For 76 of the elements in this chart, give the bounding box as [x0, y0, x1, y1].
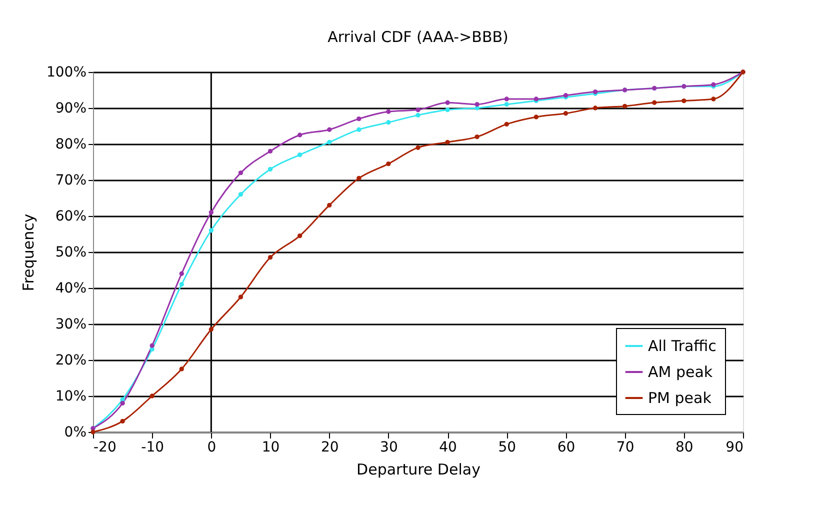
y-tick-label: 70% [55, 172, 86, 188]
point [297, 233, 302, 238]
point [504, 122, 509, 127]
x-tick-label: 50 [498, 440, 516, 456]
point [150, 343, 154, 348]
y-tick-label: 50% [55, 244, 86, 260]
point [622, 104, 628, 109]
x-tick-label: -10 [141, 440, 164, 456]
point [356, 116, 362, 122]
point [268, 148, 273, 154]
point [327, 127, 332, 132]
x-axis-title: Departure Delay [356, 460, 481, 478]
x-tick-label: 30 [380, 440, 398, 456]
point [416, 112, 420, 118]
y-tick-label: 40% [55, 280, 86, 296]
y-tick-label: 60% [55, 208, 86, 224]
y-tick-label: 10% [55, 388, 86, 404]
point [682, 98, 686, 104]
x-tick-label: 90 [726, 440, 744, 456]
point [356, 176, 362, 181]
y-tick-label: 20% [55, 352, 86, 368]
point [327, 202, 332, 208]
y-tick-label: 90% [55, 100, 86, 116]
point [445, 140, 450, 145]
point [179, 271, 184, 276]
legend-label: PM peak [648, 389, 712, 407]
point [504, 96, 509, 102]
y-tick-label: 80% [55, 136, 86, 152]
point [179, 282, 184, 287]
x-tick-label: 10 [262, 440, 280, 456]
point [416, 107, 420, 112]
point [179, 366, 184, 372]
point [445, 100, 450, 105]
point [208, 210, 214, 215]
point [474, 134, 480, 140]
point [563, 111, 568, 116]
y-tick-label: 0% [64, 424, 86, 440]
point [652, 100, 657, 105]
point [356, 127, 362, 132]
point [297, 152, 302, 158]
point [711, 96, 716, 102]
point [297, 132, 302, 138]
point [386, 109, 391, 114]
point [120, 418, 125, 424]
point [208, 327, 214, 332]
y-tick-label: 100% [46, 64, 86, 80]
x-tick-label: 60 [557, 440, 576, 456]
point [445, 107, 450, 112]
point [150, 394, 154, 398]
x-tick-label: 80 [675, 440, 694, 456]
point [534, 114, 539, 120]
point [208, 228, 214, 233]
point [416, 145, 420, 150]
x-tick-label: 70 [616, 440, 634, 456]
legend-label: All Traffic [648, 337, 716, 355]
x-tick-label: 0 [207, 440, 216, 456]
point [386, 120, 391, 125]
x-tick-label: 40 [439, 440, 457, 456]
point [474, 102, 480, 107]
chart-title: Arrival CDF (AAA->BBB) [328, 28, 508, 46]
x-tick-label: 20 [320, 440, 339, 456]
point [592, 106, 598, 110]
y-axis-title: Frequency [19, 214, 38, 292]
x-tick-label: -20 [94, 440, 116, 456]
y-tick-label: 30% [55, 316, 86, 332]
point [90, 430, 96, 434]
legend-label: AM peak [648, 363, 713, 381]
point [268, 255, 273, 260]
point [120, 400, 125, 406]
point [238, 192, 244, 197]
point [268, 166, 273, 172]
point [327, 140, 332, 145]
point [238, 170, 244, 176]
point [238, 294, 244, 300]
point [504, 102, 509, 107]
point [386, 161, 391, 166]
